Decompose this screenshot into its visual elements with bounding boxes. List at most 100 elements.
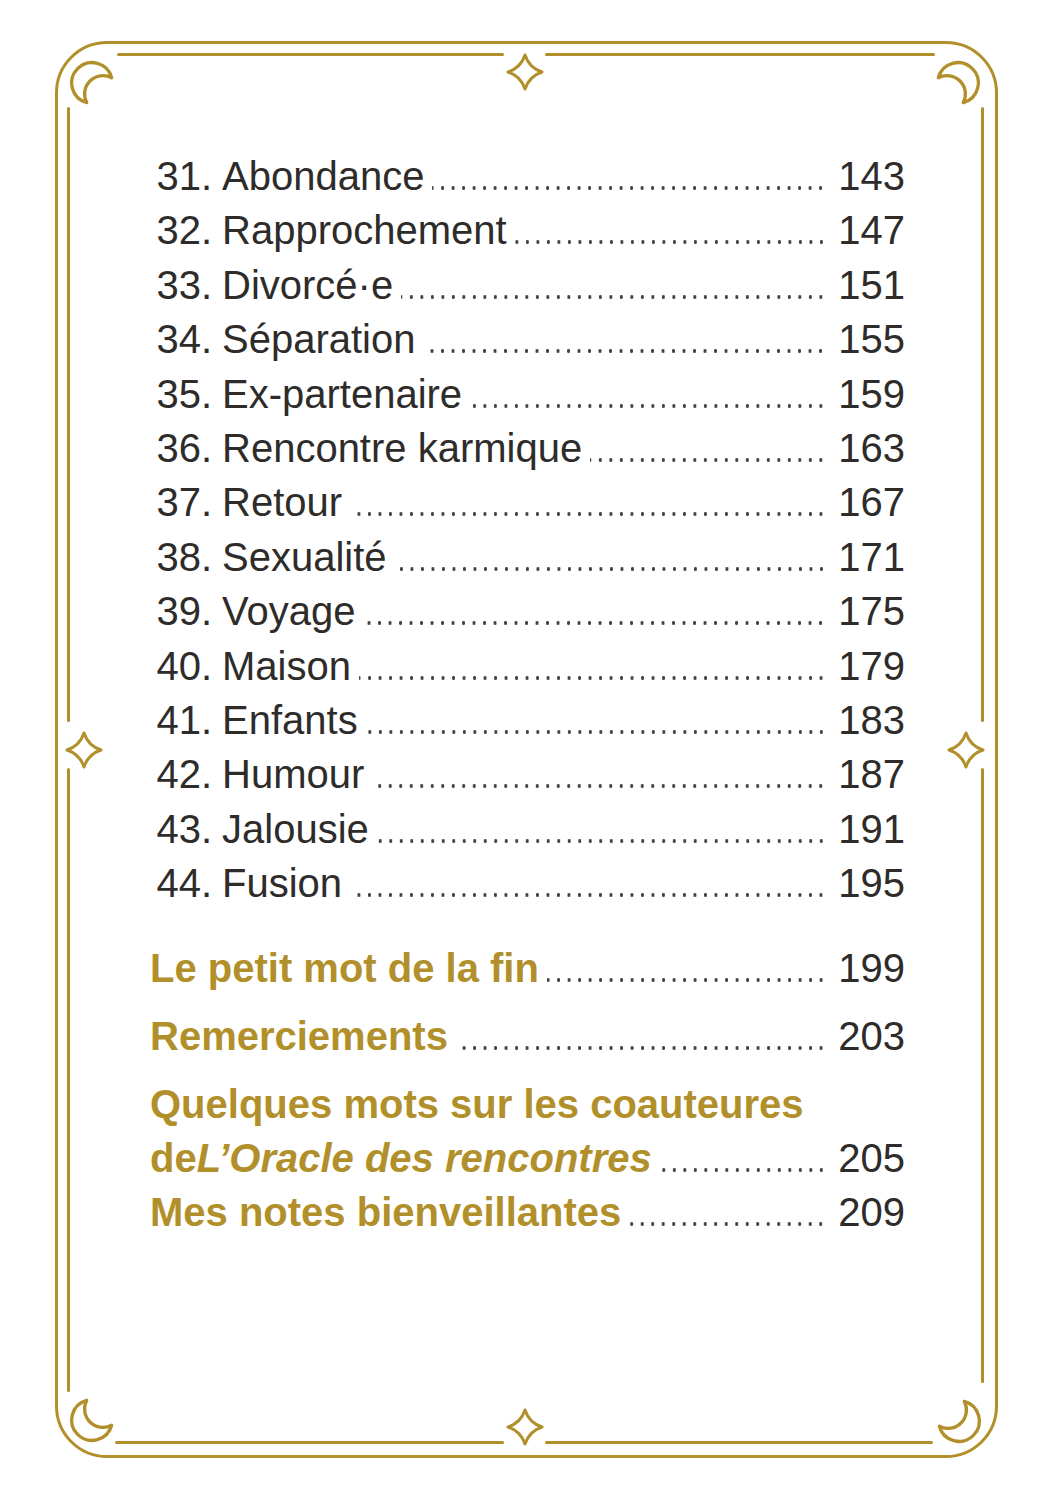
dot-leader bbox=[401, 295, 826, 299]
toc-entry: 36. Rencontre karmique 163 bbox=[150, 421, 905, 475]
toc-entry: 37. Retour 167 bbox=[150, 475, 905, 529]
dot-leader bbox=[366, 730, 827, 734]
dot-leader bbox=[350, 512, 826, 516]
toc-entry-number: 38. bbox=[150, 530, 212, 584]
toc-entry-page: 143 bbox=[838, 149, 905, 203]
dot-leader bbox=[432, 186, 826, 190]
dot-leader bbox=[547, 978, 826, 982]
toc-entry: 34. Séparation 155 bbox=[150, 312, 905, 366]
toc-section-label-italic: L’Oracle des rencontres bbox=[197, 1131, 652, 1185]
sparkle-icon bbox=[64, 730, 104, 770]
toc-entry-number: 40. bbox=[150, 639, 212, 693]
toc-entry-label: Maison bbox=[222, 639, 351, 693]
toc-entry-page: 187 bbox=[838, 747, 905, 801]
toc-section-page: 199 bbox=[838, 941, 905, 995]
toc-entry-number: 42. bbox=[150, 747, 212, 801]
dot-leader bbox=[423, 349, 826, 353]
toc-list: 31. Abondance 143 32. Rapprochement 147 … bbox=[150, 149, 905, 911]
toc-section-entry: Quelques mots sur les coauteures de L’Or… bbox=[150, 1077, 905, 1185]
toc-entry-page: 183 bbox=[838, 693, 905, 747]
book-toc-page: 31. Abondance 143 32. Rapprochement 147 … bbox=[0, 0, 1051, 1500]
dot-leader bbox=[359, 676, 826, 680]
toc-entry-number: 35. bbox=[150, 367, 212, 421]
dot-leader bbox=[470, 404, 826, 408]
toc-entry-page: 163 bbox=[838, 421, 905, 475]
page-border-inner-segment bbox=[67, 107, 70, 722]
toc-sections: Le petit mot de la fin 199 Remerciements… bbox=[150, 941, 905, 1239]
toc-entry-label: Enfants bbox=[222, 693, 358, 747]
toc-entry-label: Divorcé·e bbox=[222, 258, 393, 312]
toc-entry-number: 41. bbox=[150, 693, 212, 747]
toc-entry: 31. Abondance 143 bbox=[150, 149, 905, 203]
toc-entry-label: Ex-partenaire bbox=[222, 367, 462, 421]
toc-section-page: 209 bbox=[838, 1185, 905, 1239]
toc-section-label-line2: de L’Oracle des rencontres 205 bbox=[150, 1131, 905, 1185]
toc-entry: 44. Fusion 195 bbox=[150, 856, 905, 910]
toc-entry-page: 155 bbox=[838, 312, 905, 366]
page-border-inner-segment bbox=[67, 768, 70, 1392]
toc-entry-page: 151 bbox=[838, 258, 905, 312]
dot-leader bbox=[456, 1046, 826, 1050]
toc-entry-number: 43. bbox=[150, 802, 212, 856]
toc-entry-number: 37. bbox=[150, 475, 212, 529]
toc-entry: 41. Enfants 183 bbox=[150, 693, 905, 747]
page-border-inner-segment bbox=[115, 1441, 504, 1444]
toc-content: 31. Abondance 143 32. Rapprochement 147 … bbox=[150, 149, 905, 1239]
toc-section-label: Le petit mot de la fin bbox=[150, 941, 539, 995]
dot-leader bbox=[395, 567, 827, 571]
toc-entry-page: 167 bbox=[838, 475, 905, 529]
toc-section-entry: Mes notes bienveillantes 209 bbox=[150, 1185, 905, 1239]
toc-entry-label: Humour bbox=[222, 747, 364, 801]
toc-entry: 43. Jalousie 191 bbox=[150, 802, 905, 856]
toc-entry-label: Séparation bbox=[222, 312, 415, 366]
dot-leader bbox=[590, 458, 826, 462]
toc-entry-label: Rencontre karmique bbox=[222, 421, 582, 475]
toc-entry: 39. Voyage 175 bbox=[150, 584, 905, 638]
toc-entry: 38. Sexualité 171 bbox=[150, 530, 905, 584]
toc-entry-page: 171 bbox=[838, 530, 905, 584]
toc-entry-label: Jalousie bbox=[222, 802, 369, 856]
toc-entry: 35. Ex-partenaire 159 bbox=[150, 367, 905, 421]
toc-section-page: 205 bbox=[838, 1131, 905, 1185]
toc-section-label: Mes notes bienveillantes bbox=[150, 1185, 621, 1239]
page-border-inner-segment bbox=[545, 1441, 933, 1444]
dot-leader bbox=[629, 1222, 826, 1226]
page-border-inner-segment bbox=[117, 53, 504, 56]
toc-section-entry: Le petit mot de la fin 199 bbox=[150, 941, 905, 995]
page-border-inner-segment bbox=[545, 53, 935, 56]
toc-entry: 40. Maison 179 bbox=[150, 639, 905, 693]
page-border-inner-segment bbox=[981, 107, 984, 722]
toc-entry-label: Retour bbox=[222, 475, 342, 529]
toc-entry-number: 34. bbox=[150, 312, 212, 366]
toc-entry-page: 147 bbox=[838, 203, 905, 257]
toc-entry-page: 175 bbox=[838, 584, 905, 638]
dot-leader bbox=[377, 839, 826, 843]
dot-leader bbox=[372, 784, 826, 788]
toc-entry: 42. Humour 187 bbox=[150, 747, 905, 801]
toc-section-label-prefix: de bbox=[150, 1131, 197, 1185]
toc-entry-label: Sexualité bbox=[222, 530, 387, 584]
toc-entry-number: 31. bbox=[150, 149, 212, 203]
sparkle-icon bbox=[505, 52, 545, 92]
toc-section-label: Remerciements bbox=[150, 1009, 448, 1063]
toc-entry: 33. Divorcé·e 151 bbox=[150, 258, 905, 312]
toc-entry-number: 39. bbox=[150, 584, 212, 638]
dot-leader bbox=[515, 240, 827, 244]
toc-entry-number: 32. bbox=[150, 203, 212, 257]
dot-leader bbox=[363, 621, 826, 625]
toc-entry-label: Voyage bbox=[222, 584, 355, 638]
toc-entry-label: Fusion bbox=[222, 856, 342, 910]
dot-leader bbox=[660, 1168, 827, 1172]
toc-section-page: 203 bbox=[838, 1009, 905, 1063]
toc-entry: 32. Rapprochement 147 bbox=[150, 203, 905, 257]
toc-entry-number: 36. bbox=[150, 421, 212, 475]
toc-entry-page: 191 bbox=[838, 802, 905, 856]
toc-entry-page: 179 bbox=[838, 639, 905, 693]
toc-entry-label: Abondance bbox=[222, 149, 424, 203]
toc-entry-page: 159 bbox=[838, 367, 905, 421]
sparkle-icon bbox=[946, 730, 986, 770]
toc-entry-label: Rapprochement bbox=[222, 203, 507, 257]
page-border-inner-segment bbox=[981, 768, 984, 1383]
toc-section-entry: Remerciements 203 bbox=[150, 1009, 905, 1063]
toc-entry-number: 33. bbox=[150, 258, 212, 312]
